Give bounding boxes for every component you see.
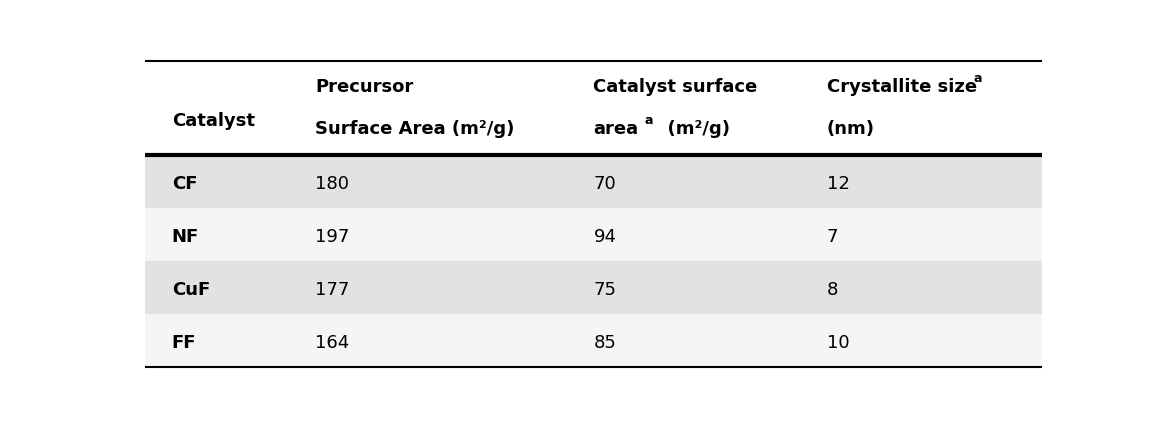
Text: 70: 70 [593, 175, 616, 193]
Text: Crystallite size: Crystallite size [827, 78, 977, 96]
Bar [145, 314, 1042, 367]
Text: CuF: CuF [171, 281, 210, 299]
Text: Catalyst: Catalyst [171, 112, 255, 130]
Text: 164: 164 [315, 334, 350, 352]
Text: (nm): (nm) [827, 120, 874, 137]
Text: 7: 7 [827, 228, 838, 246]
Text: a: a [973, 72, 982, 85]
Text: 75: 75 [593, 281, 616, 299]
Text: 8: 8 [827, 281, 838, 299]
Text: 10: 10 [827, 334, 850, 352]
Text: area: area [593, 120, 638, 137]
Text: 197: 197 [315, 228, 350, 246]
Text: FF: FF [171, 334, 196, 352]
Text: Precursor: Precursor [315, 78, 413, 96]
Text: 177: 177 [315, 281, 350, 299]
Text: 180: 180 [315, 175, 350, 193]
Bar [145, 208, 1042, 261]
Text: 94: 94 [593, 228, 616, 246]
Text: Surface Area (m²/g): Surface Area (m²/g) [315, 120, 514, 137]
Text: Catalyst surface: Catalyst surface [593, 78, 757, 96]
Text: (m²/g): (m²/g) [654, 120, 730, 137]
Text: CF: CF [171, 175, 197, 193]
Bar [145, 261, 1042, 314]
Text: 85: 85 [593, 334, 616, 352]
Text: 12: 12 [827, 175, 850, 193]
Text: a: a [645, 114, 653, 127]
Text: NF: NF [171, 228, 199, 246]
Bar [145, 155, 1042, 208]
